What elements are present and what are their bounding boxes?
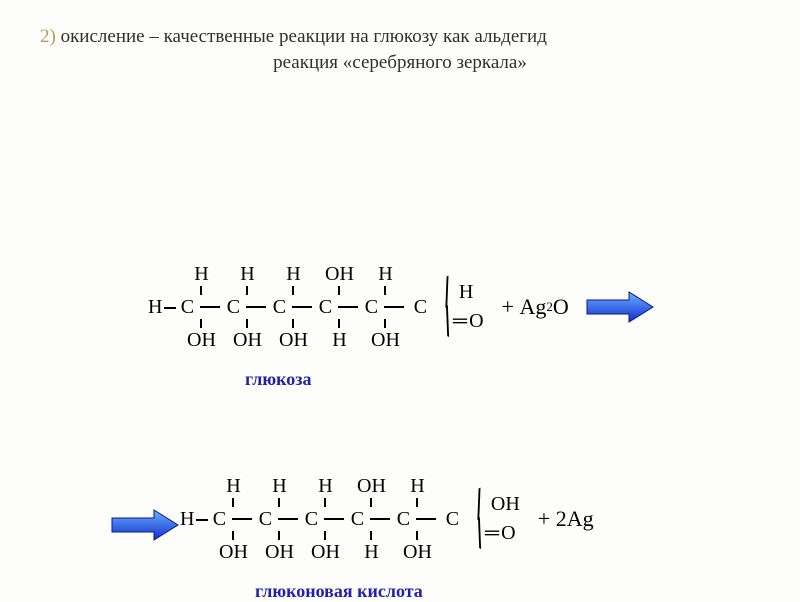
carbon-unit: HCOH xyxy=(210,475,256,563)
gluconic-row: H HCOHHCOHHCOHOHCHHCOH C ╱OH ╲═O + 2Ag xyxy=(180,475,594,563)
carbon-unit: HCOH xyxy=(362,263,408,351)
h-terminal-left-2: H xyxy=(180,475,210,563)
reagent-ag2o: + Ag2O xyxy=(502,294,569,320)
carbon-unit: OHCH xyxy=(348,475,394,563)
carbon-unit: HCOH xyxy=(394,475,440,563)
carboxyl-end: ╱OH ╲═O xyxy=(468,475,519,563)
carbon-unit: HCOH xyxy=(178,263,224,351)
glucose-label: глюкоза xyxy=(245,369,311,390)
carbon-unit: HCOH xyxy=(270,263,316,351)
carbon-unit: HCOH xyxy=(256,475,302,563)
glucose-chain: H HCOHHCOHHCOHOHCHHCOH C ╱H ╲═O + Ag2O xyxy=(148,263,655,351)
title-prefix: 2) xyxy=(40,26,56,47)
carbon-unit: HCOH xyxy=(302,475,348,563)
terminal-c-2: C xyxy=(440,477,464,561)
title-line-2: реакция «серебряного зеркала» xyxy=(40,50,760,76)
title-block: 2) окисление – качественные реакции на г… xyxy=(0,0,800,85)
gluconic-chain: H HCOHHCOHHCOHOHCHHCOH C ╱OH ╲═O + 2Ag xyxy=(180,475,594,563)
glucose-row: H HCOHHCOHHCOHOHCHHCOH C ╱H ╲═O + Ag2O xyxy=(148,263,655,351)
product-2ag: + 2Ag xyxy=(538,506,594,532)
gluconic-acid-label: глюконовая кислота xyxy=(255,581,423,602)
title-line-1-rest: окисление – качественные реакции на глюк… xyxy=(56,26,547,47)
reaction-arrow-1 xyxy=(585,289,655,325)
aldehyde-end: ╱H ╲═O xyxy=(436,263,483,351)
title-line-1: 2) окисление – качественные реакции на г… xyxy=(40,24,760,50)
carbon-unit: HCOH xyxy=(224,263,270,351)
terminal-c: C xyxy=(408,265,432,349)
carbon-unit: OHCH xyxy=(316,263,362,351)
h-terminal-left: H xyxy=(148,263,178,351)
reaction-arrow-2 xyxy=(110,507,180,549)
